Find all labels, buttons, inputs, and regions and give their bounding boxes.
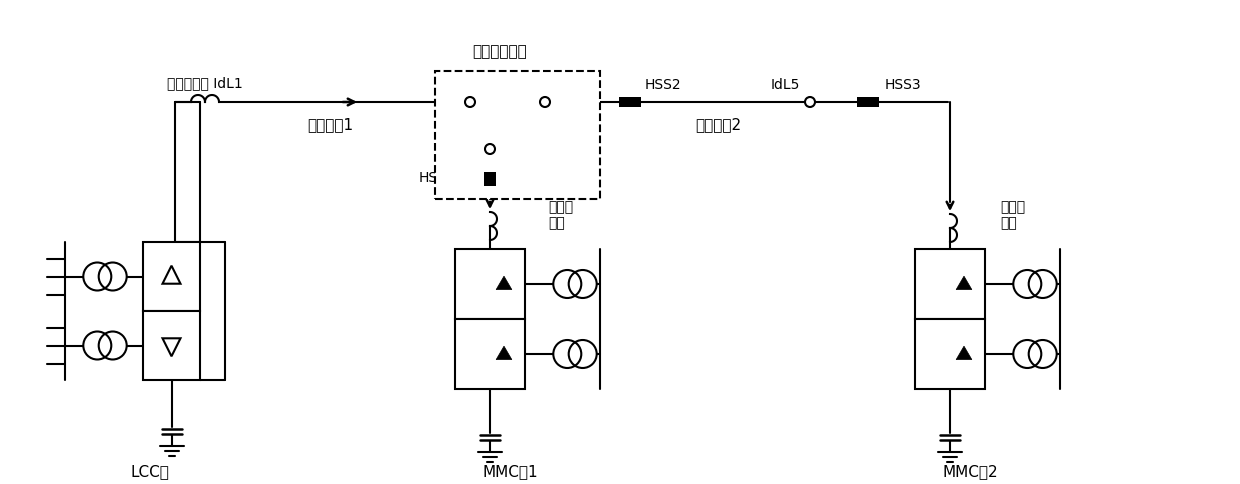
Bar: [484, 173, 496, 187]
Bar: [143, 311, 200, 380]
Text: MMC站2: MMC站2: [942, 464, 998, 479]
Polygon shape: [496, 276, 512, 290]
Bar: [857, 98, 879, 108]
Text: LCC站: LCC站: [130, 464, 170, 479]
Text: IdL3: IdL3: [477, 140, 507, 154]
Bar: [143, 242, 200, 311]
Bar: [619, 98, 641, 108]
Bar: [915, 319, 985, 389]
Text: 平波电抗器 IdL1: 平波电抗器 IdL1: [167, 76, 243, 90]
Polygon shape: [956, 347, 972, 360]
Text: 平波电
抗器: 平波电 抗器: [548, 199, 573, 229]
Text: HSS1: HSS1: [418, 171, 455, 184]
Bar: [915, 249, 985, 319]
Polygon shape: [496, 347, 512, 360]
Text: 汇流母线区域: 汇流母线区域: [472, 45, 527, 60]
Text: 直流线路1: 直流线路1: [308, 117, 353, 132]
Text: MMC站1: MMC站1: [482, 464, 538, 479]
Text: 直流线路2: 直流线路2: [694, 117, 742, 132]
Text: IdL5: IdL5: [770, 78, 800, 92]
Bar: [455, 249, 525, 319]
Text: IdL4: IdL4: [531, 78, 559, 92]
Text: 平波电
抗器: 平波电 抗器: [999, 199, 1025, 229]
Polygon shape: [956, 276, 972, 290]
Bar: [455, 319, 525, 389]
Bar: [435, 72, 600, 199]
Text: IdL2: IdL2: [455, 78, 485, 92]
Text: HSS3: HSS3: [885, 78, 921, 92]
Text: HSS2: HSS2: [645, 78, 682, 92]
